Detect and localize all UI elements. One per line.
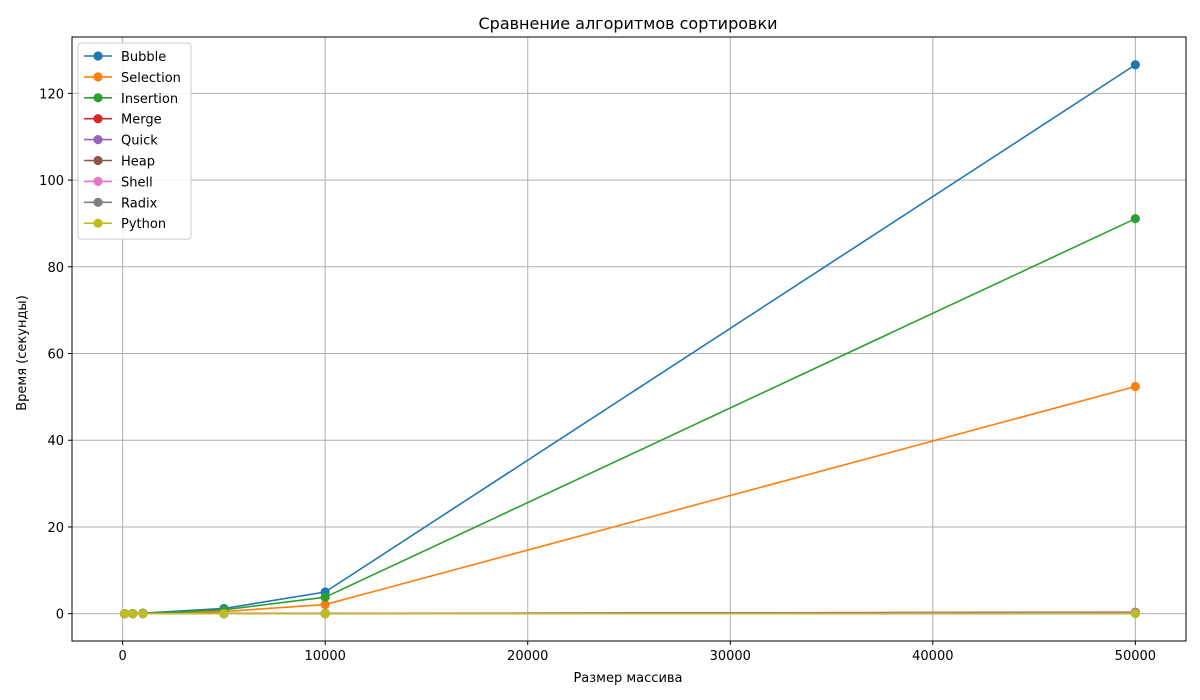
data-point-selection [320, 599, 330, 610]
data-point-selection [1130, 381, 1140, 392]
y-tick-label: 80 [47, 261, 64, 276]
y-tick-label: 40 [47, 434, 64, 449]
data-point-python [219, 609, 229, 619]
y-axis-label: Время (секунды) [15, 295, 30, 411]
data-point-python [320, 609, 330, 619]
legend-swatch-marker [93, 51, 103, 61]
legend-swatch-marker [93, 155, 103, 166]
data-point-python [138, 609, 148, 619]
series-layer [120, 60, 1140, 619]
y-tick-label: 100 [39, 174, 64, 189]
data-point-python [128, 609, 138, 619]
y-tick-label: 20 [47, 521, 64, 536]
x-tick-label: 10000 [305, 649, 346, 664]
legend-item-merge: Merge [84, 113, 162, 128]
x-tick-label: 30000 [710, 649, 751, 664]
legend-swatch-marker [93, 114, 103, 124]
y-tick-label: 120 [39, 87, 64, 102]
data-point-python [1130, 609, 1140, 619]
legend-item-quick: Quick [84, 134, 158, 149]
legend-box [77, 42, 192, 240]
x-tick-label: 0 [118, 649, 126, 664]
y-tick-label: 60 [47, 348, 64, 363]
plot-frame [71, 36, 1187, 642]
legend-item-python: Python [84, 217, 166, 232]
legend-swatch-marker [93, 72, 103, 82]
x-tick-label: 40000 [912, 649, 953, 664]
legend-item-insertion: Insertion [84, 92, 178, 107]
chart-title: Сравнение алгоритмов сортировки [478, 14, 777, 33]
legend-item-selection: Selection [84, 71, 181, 86]
x-axis-label: Размер массива [573, 671, 682, 686]
legend-label: Shell [121, 175, 153, 190]
legend-swatch-marker [93, 197, 103, 207]
legend-label: Heap [121, 155, 155, 170]
series-python [120, 609, 1140, 619]
legend-item-heap: Heap [84, 155, 155, 170]
legend-item-bubble: Bubble [84, 50, 166, 65]
axis-ticks: 0 10000 20000 30000 40000 50000 0 20 40 60 80 100 12… [39, 87, 1156, 664]
data-point-bubble [1130, 60, 1140, 70]
legend-label: Bubble [121, 50, 166, 65]
data-point-insertion [320, 592, 330, 602]
legend-item-radix: Radix [84, 196, 158, 211]
legend-swatch-marker [93, 218, 103, 228]
legend-label: Merge [121, 113, 162, 128]
data-point-python [120, 609, 130, 619]
legend-item-shell: Shell [84, 175, 153, 190]
x-tick-label: 50000 [1115, 649, 1156, 664]
legend-swatch-marker [93, 176, 103, 186]
legend-label: Python [121, 217, 166, 232]
legend-label: Radix [121, 196, 158, 211]
y-tick-label: 0 [56, 608, 64, 623]
legend-label: Selection [121, 71, 181, 86]
legend-label: Insertion [121, 92, 178, 107]
x-tick-label: 20000 [507, 649, 548, 664]
legend-swatch-marker [93, 135, 103, 145]
legend-swatch-marker [93, 93, 103, 103]
legend: Bubble Selection Insertion Merge Quick Heap Sh… [77, 42, 192, 240]
legend-label: Quick [121, 134, 158, 149]
data-point-insertion [1130, 214, 1140, 224]
